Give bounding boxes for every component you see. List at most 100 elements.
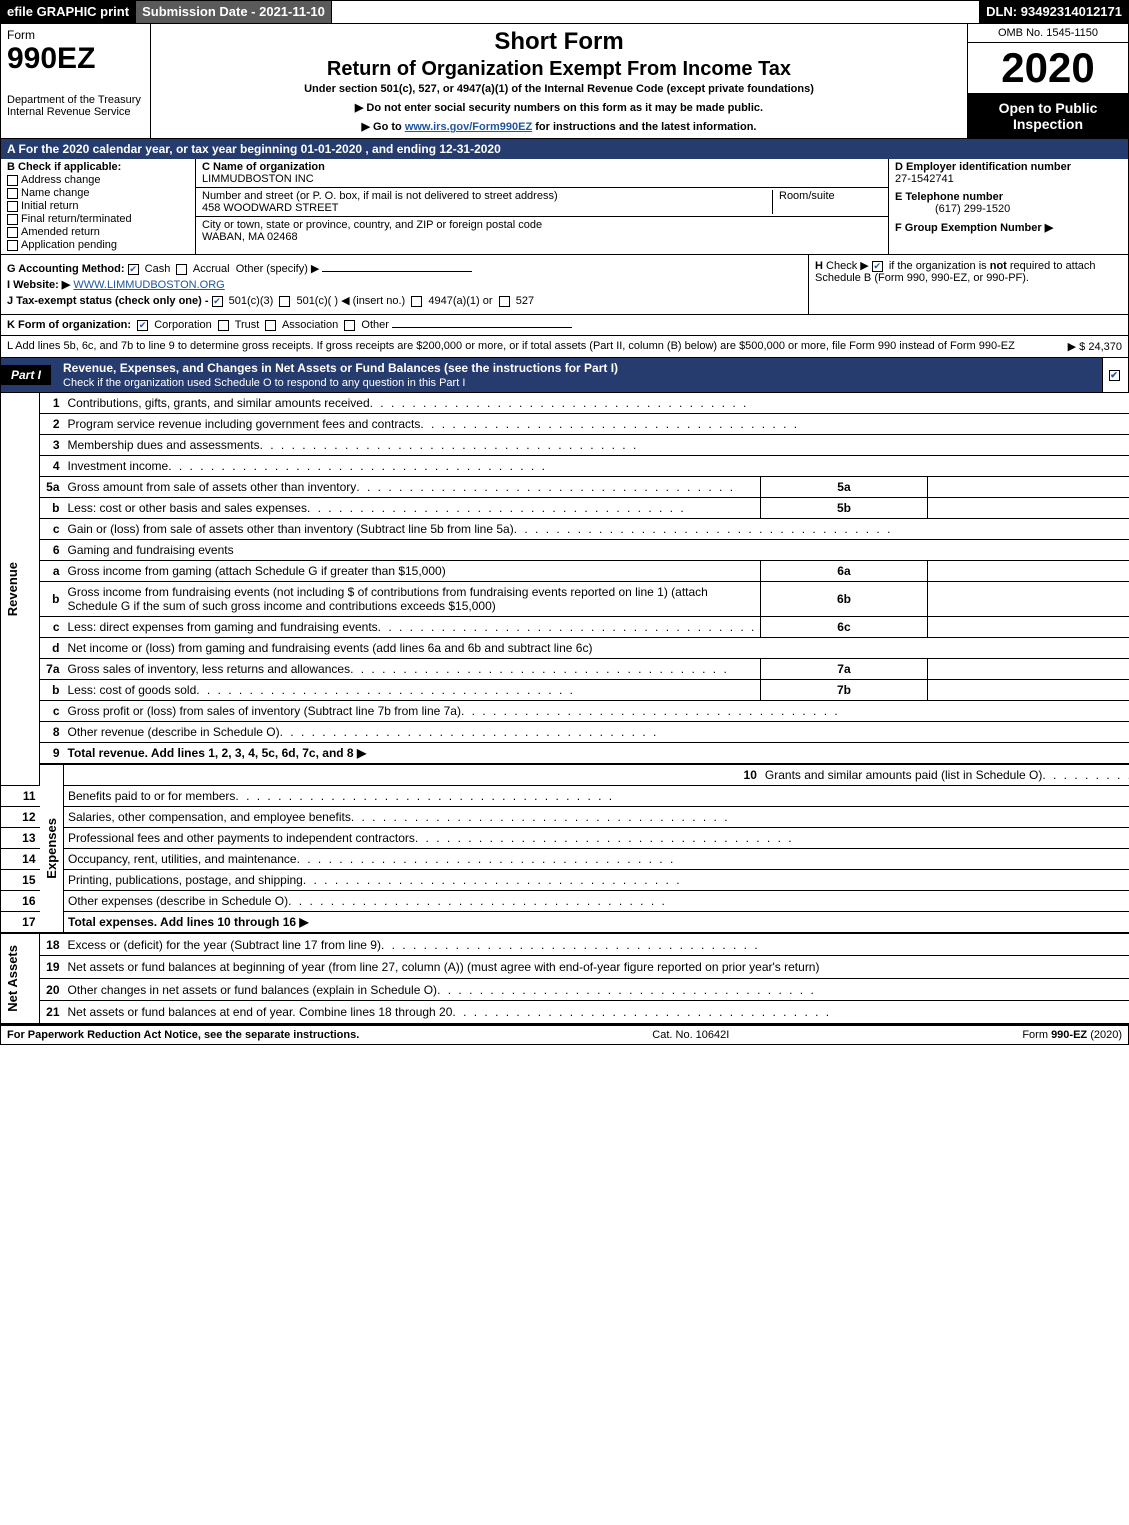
table-row: 9 Total revenue. Add lines 1, 2, 3, 4, 5… (1, 743, 1129, 765)
d-value: 27-1542741 (895, 173, 954, 185)
header-right: OMB No. 1545-1150 2020 Open to Public In… (968, 24, 1128, 138)
checkbox-icon[interactable] (7, 240, 18, 251)
table-row: Expenses 10 Grants and similar amounts p… (1, 764, 1129, 786)
goto-suffix: for instructions and the latest informat… (532, 121, 756, 133)
chk-application-pending[interactable]: Application pending (7, 239, 189, 251)
c-room-label: Room/suite (779, 190, 835, 202)
irs: Internal Revenue Service (7, 106, 144, 118)
table-row: 7a Gross sales of inventory, less return… (1, 659, 1129, 680)
table-row: 15 Printing, publications, postage, and … (1, 870, 1129, 891)
row-l: L Add lines 5b, 6c, and 7b to line 9 to … (0, 336, 1129, 358)
table-row: 2 Program service revenue including gove… (1, 414, 1129, 435)
table-row: b Less: cost or other basis and sales ex… (1, 498, 1129, 519)
under-section: Under section 501(c), 527, or 4947(a)(1)… (159, 83, 959, 95)
instructions-link[interactable]: www.irs.gov/Form990EZ (405, 121, 532, 133)
netassets-side: Net Assets (1, 933, 40, 1023)
g-label: G Accounting Method: (7, 263, 125, 275)
chk-name-change[interactable]: Name change (7, 187, 189, 199)
ghi-left: G Accounting Method: Cash Accrual Other … (1, 255, 808, 314)
goto-text: ▶ Go to (362, 121, 405, 133)
part1-schedule-o-check[interactable] (1102, 358, 1128, 392)
b-label: B Check if applicable: (7, 161, 189, 173)
table-row: 6 Gaming and fundraising events (1, 540, 1129, 561)
chk-association[interactable] (265, 320, 276, 331)
footer-center: Cat. No. 10642I (652, 1029, 729, 1041)
footer-right: Form 990-EZ (2020) (1022, 1029, 1122, 1041)
chk-trust[interactable] (218, 320, 229, 331)
website-link[interactable]: WWW.LIMMUDBOSTON.ORG (73, 279, 224, 291)
c-street-label: Number and street (or P. O. box, if mail… (202, 190, 558, 202)
checkbox-icon[interactable] (1109, 370, 1120, 381)
i-website: I Website: ▶ WWW.LIMMUDBOSTON.ORG (7, 278, 802, 291)
dln-label: DLN: (986, 4, 1021, 19)
chk-cash[interactable] (128, 264, 139, 275)
chk-schedule-b[interactable] (872, 261, 883, 272)
chk-amended-return[interactable]: Amended return (7, 226, 189, 238)
form-header: Form 990EZ Department of the Treasury In… (0, 24, 1129, 139)
submission-date: Submission Date - 2021-11-10 (136, 1, 332, 23)
chk-other-org[interactable] (344, 320, 355, 331)
section-def: D Employer identification number 27-1542… (888, 159, 1128, 254)
header-center: Short Form Return of Organization Exempt… (151, 24, 968, 138)
c-city-row: City or town, state or province, country… (196, 217, 888, 245)
c-org-name: C Name of organization LIMMUDBOSTON INC (196, 159, 888, 188)
chk-4947[interactable] (411, 296, 422, 307)
g-other: Other (specify) ▶ (236, 263, 320, 275)
short-form-title: Short Form (159, 28, 959, 56)
table-row: 14 Occupancy, rent, utilities, and maint… (1, 849, 1129, 870)
chk-501c3[interactable] (212, 296, 223, 307)
chk-501c[interactable] (279, 296, 290, 307)
checkbox-icon[interactable] (7, 227, 18, 238)
efile-print[interactable]: efile GRAPHIC print (1, 1, 136, 23)
checkbox-icon[interactable] (7, 188, 18, 199)
table-row: 20 Other changes in net assets or fund b… (1, 978, 1129, 1000)
k-other-input[interactable] (392, 327, 572, 328)
block-bcdef: B Check if applicable: Address change Na… (0, 159, 1129, 255)
table-row: 19 Net assets or fund balances at beginn… (1, 956, 1129, 978)
j-tax-exempt: J Tax-exempt status (check only one) - 5… (7, 294, 802, 307)
goto-instructions: ▶ Go to www.irs.gov/Form990EZ for instru… (159, 120, 959, 133)
topbar: efile GRAPHIC print Submission Date - 20… (0, 0, 1129, 24)
open-to-public: Open to Public Inspection (968, 94, 1128, 138)
ssn-warning: ▶ Do not enter social security numbers o… (159, 101, 959, 114)
table-row: a Gross income from gaming (attach Sched… (1, 561, 1129, 582)
return-title: Return of Organization Exempt From Incom… (159, 58, 959, 81)
chk-final-return[interactable]: Final return/terminated (7, 213, 189, 225)
h-check: H Check ▶ if the organization is not req… (808, 255, 1128, 314)
e-label: E Telephone number (895, 191, 1003, 203)
e-phone: E Telephone number (617) 299-1520 (895, 191, 1122, 215)
revenue-side: Revenue (1, 393, 40, 786)
c-city-label: City or town, state or province, country… (202, 219, 542, 231)
table-row: 17 Total expenses. Add lines 10 through … (1, 912, 1129, 934)
part1-table: Revenue 1 Contributions, gifts, grants, … (0, 393, 1129, 1024)
table-row: c Gain or (loss) from sale of assets oth… (1, 519, 1129, 540)
checkbox-icon[interactable] (7, 175, 18, 186)
page-footer: For Paperwork Reduction Act Notice, see … (0, 1024, 1129, 1045)
table-row: 13 Professional fees and other payments … (1, 828, 1129, 849)
header-left: Form 990EZ Department of the Treasury In… (1, 24, 151, 138)
table-row: Net Assets 18 Excess or (deficit) for th… (1, 933, 1129, 956)
chk-initial-return[interactable]: Initial return (7, 200, 189, 212)
chk-accrual[interactable] (176, 264, 187, 275)
f-label: F Group Exemption Number ▶ (895, 222, 1053, 234)
footer-left: For Paperwork Reduction Act Notice, see … (7, 1029, 359, 1041)
part1-title: Revenue, Expenses, and Changes in Net As… (59, 358, 1102, 392)
j-label: J Tax-exempt status (check only one) - (7, 295, 212, 307)
chk-corporation[interactable] (137, 320, 148, 331)
table-row: b Less: cost of goods sold 7b (1, 680, 1129, 701)
row-a-calendar: A For the 2020 calendar year, or tax yea… (0, 139, 1129, 159)
part1-tab: Part I (1, 365, 51, 385)
c-label: C Name of organization (202, 161, 882, 173)
checkbox-icon[interactable] (7, 201, 18, 212)
checkbox-icon[interactable] (7, 214, 18, 225)
chk-527[interactable] (499, 296, 510, 307)
l-amount-value: 24,370 (1088, 341, 1122, 353)
chk-address-change[interactable]: Address change (7, 174, 189, 186)
c-street-value: 458 WOODWARD STREET (202, 202, 339, 214)
table-row: Revenue 1 Contributions, gifts, grants, … (1, 393, 1129, 414)
table-row: 8 Other revenue (describe in Schedule O)… (1, 722, 1129, 743)
l-text: L Add lines 5b, 6c, and 7b to line 9 to … (7, 340, 1056, 353)
d-label: D Employer identification number (895, 161, 1071, 173)
g-other-input[interactable] (322, 271, 472, 272)
department: Department of the Treasury (7, 94, 144, 106)
